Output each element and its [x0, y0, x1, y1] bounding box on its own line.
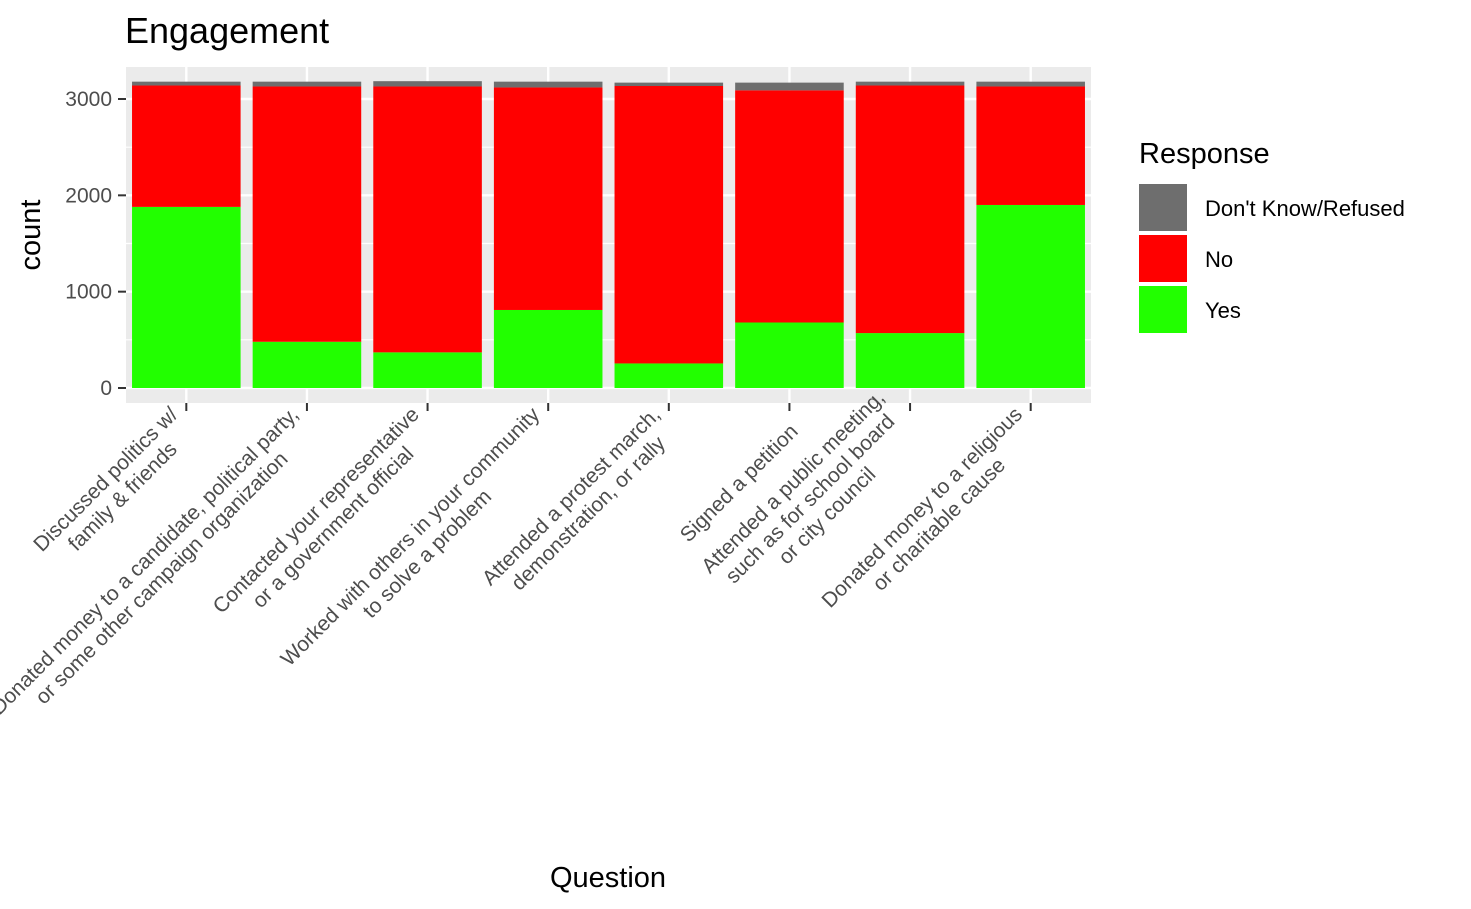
y-tick-label: 3000: [65, 88, 112, 111]
chart-title: Engagement: [125, 10, 329, 51]
bar-segment-no: [373, 86, 482, 353]
x-axis-title: Question: [550, 862, 666, 894]
bar-segment-don-t-know-refused: [252, 81, 362, 87]
bar-segment-yes: [493, 309, 603, 388]
legend-label: Don't Know/Refused: [1205, 196, 1405, 221]
x-tick-label: Contacted your representativeor a govern…: [209, 403, 441, 635]
bar-segment-no: [252, 86, 362, 342]
bar-segment-yes: [976, 204, 1085, 388]
x-tick-label-line: demonstration, or rally: [507, 432, 671, 596]
bar-segment-yes: [132, 206, 241, 388]
x-axis: Discussed politics w/family & friendsDon…: [0, 386, 1032, 719]
bar-segment-don-t-know-refused: [976, 81, 1085, 87]
bar-segment-no: [855, 85, 965, 334]
legend-swatch: [1139, 286, 1187, 333]
y-tick-label: 0: [100, 377, 112, 400]
bar-segment-yes: [614, 363, 724, 388]
bar-segment-don-t-know-refused: [735, 82, 844, 91]
bar-segment-yes: [855, 333, 965, 388]
bar-segment-don-t-know-refused: [493, 81, 603, 88]
bar-segment-no: [735, 90, 844, 323]
y-tick-label: 1000: [65, 281, 112, 304]
legend-label: Yes: [1205, 298, 1241, 323]
bars: [132, 81, 1085, 388]
legend-swatch: [1139, 184, 1187, 231]
bar-segment-don-t-know-refused: [614, 82, 724, 86]
bar-segment-no: [493, 87, 603, 310]
bar-segment-don-t-know-refused: [132, 81, 241, 86]
bar-segment-yes: [735, 322, 844, 388]
bar-segment-no: [614, 85, 724, 364]
legend: Response Don't Know/Refused No Yes: [1139, 138, 1405, 333]
legend-label: No: [1205, 247, 1233, 272]
bar-segment-no: [976, 86, 1085, 205]
bar-segment-no: [132, 85, 241, 207]
bar-segment-yes: [373, 352, 482, 388]
bar-segment-don-t-know-refused: [373, 81, 482, 87]
legend-title: Response: [1139, 138, 1270, 170]
y-axis-title: count: [15, 200, 47, 271]
bar-segment-yes: [252, 341, 362, 388]
y-tick-label: 2000: [65, 184, 112, 207]
bar-segment-don-t-know-refused: [855, 81, 965, 86]
legend-swatch: [1139, 235, 1187, 282]
y-axis: 0 1000 2000 3000: [65, 88, 126, 400]
